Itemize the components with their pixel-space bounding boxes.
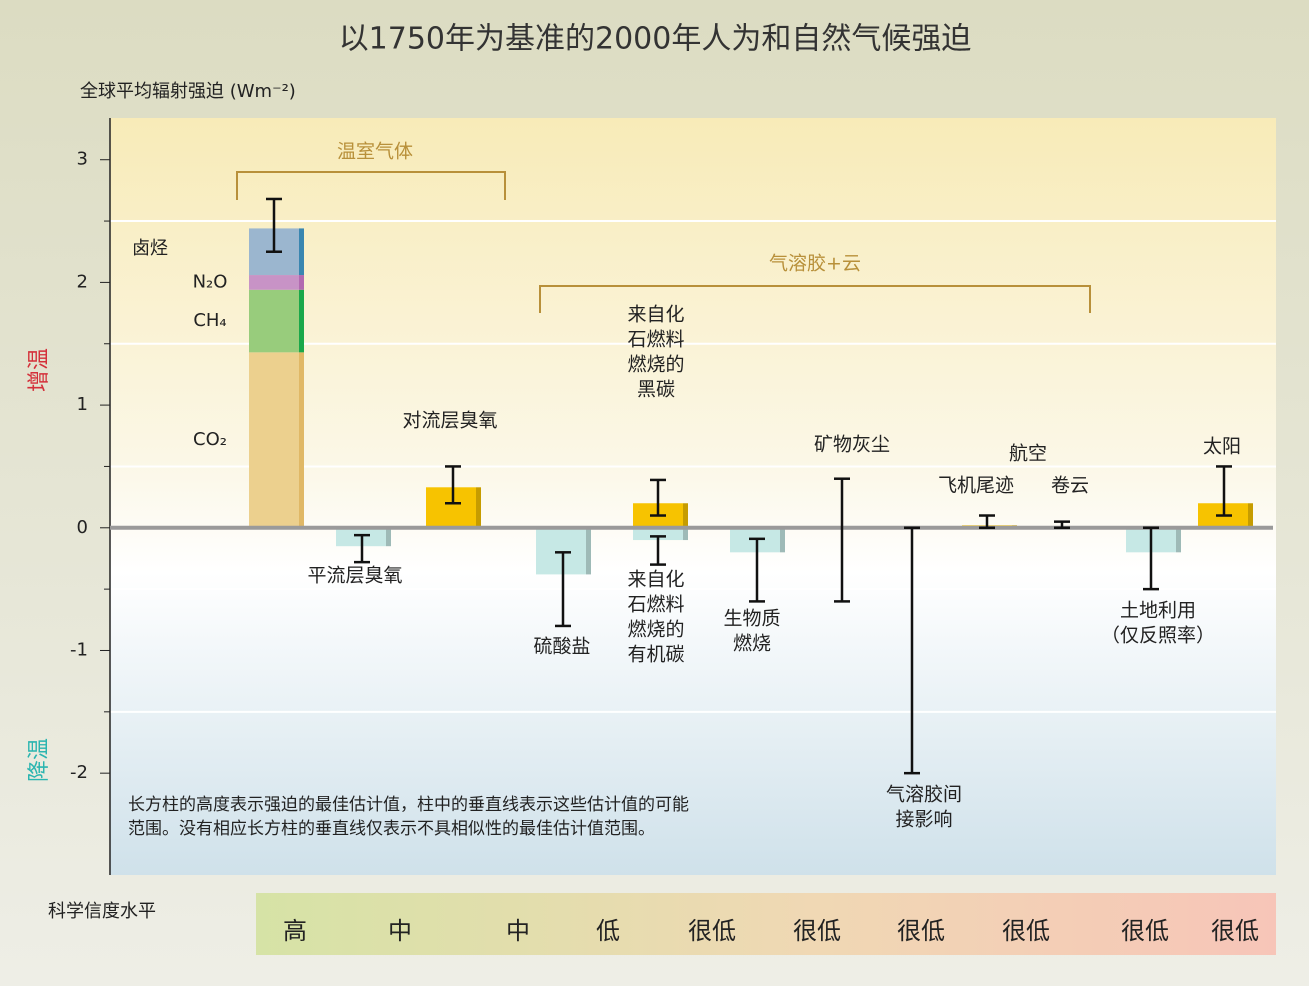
chart-title: 以1750年为基准的2000年人为和自然气候强迫 bbox=[339, 22, 972, 57]
category-label: 飞机尾迹 bbox=[938, 475, 1014, 497]
confidence-level: 高 bbox=[283, 917, 307, 945]
y-tick-label: 3 bbox=[77, 149, 88, 170]
group-label: 航空 bbox=[1009, 443, 1047, 465]
legend-label: CH₄ bbox=[193, 310, 226, 331]
category-label: 土地利用 bbox=[1120, 600, 1196, 622]
y-axis-label: 全球平均辐射强迫 (Wm⁻²) bbox=[80, 81, 296, 102]
warming-label: 增温 bbox=[27, 348, 52, 392]
category-label: （仅反照率） bbox=[1101, 625, 1215, 647]
category-label: 硫酸盐 bbox=[533, 636, 590, 658]
category-label: 石燃料 bbox=[627, 594, 684, 616]
category-label: 平流层臭氧 bbox=[307, 565, 402, 587]
category-label: 对流层臭氧 bbox=[402, 410, 497, 432]
note: 长方柱的高度表示强迫的最佳估计值，柱中的垂直线表示这些估计值的可能 bbox=[128, 795, 689, 815]
bar bbox=[426, 487, 476, 528]
category-label: 卷云 bbox=[1051, 475, 1089, 497]
cooling-label: 降温 bbox=[27, 738, 52, 782]
category-label: 燃烧 bbox=[733, 633, 771, 655]
group-label: 气溶胶+云 bbox=[769, 253, 861, 275]
bar-side bbox=[586, 527, 591, 575]
confidence-level: 中 bbox=[506, 917, 530, 945]
bar-side bbox=[1176, 527, 1181, 553]
bar-side bbox=[299, 275, 304, 290]
bar bbox=[249, 352, 299, 528]
category-label: 燃烧的 bbox=[627, 619, 684, 641]
bar-side bbox=[683, 503, 688, 528]
y-tick-label: -2 bbox=[70, 762, 88, 783]
bar-side bbox=[780, 527, 785, 553]
confidence-level: 中 bbox=[388, 917, 412, 945]
confidence-label: 科学信度水平 bbox=[48, 901, 156, 922]
y-tick-label: 0 bbox=[77, 517, 88, 538]
y-tick-label: 1 bbox=[77, 394, 88, 415]
category-label: 气溶胶间 bbox=[886, 784, 962, 806]
bar bbox=[249, 275, 299, 290]
bar-side bbox=[299, 228, 304, 276]
bar-side bbox=[299, 352, 304, 528]
bar bbox=[633, 527, 683, 541]
category-label: 矿物灰尘 bbox=[814, 434, 890, 456]
category-label: 来自化 bbox=[627, 569, 684, 591]
category-label: 太阳 bbox=[1203, 436, 1241, 458]
plot-area bbox=[110, 118, 1276, 875]
confidence-level: 很低 bbox=[1121, 917, 1169, 945]
confidence-level: 低 bbox=[596, 917, 620, 945]
y-tick-label: 2 bbox=[77, 271, 88, 292]
confidence-level: 很低 bbox=[793, 917, 841, 945]
legend-label: 卤烃 bbox=[132, 238, 168, 259]
bar-side bbox=[299, 289, 304, 353]
bar bbox=[249, 289, 299, 353]
bar-side bbox=[476, 487, 481, 528]
group-bracket bbox=[236, 171, 506, 200]
legend-label: CO₂ bbox=[193, 429, 227, 450]
y-tick-label: -1 bbox=[70, 639, 88, 660]
bar-side bbox=[683, 527, 688, 541]
group-bracket bbox=[539, 285, 1091, 313]
category-label: 来自化 bbox=[627, 304, 684, 326]
confidence-level: 很低 bbox=[1211, 917, 1259, 945]
confidence-level: 很低 bbox=[688, 917, 736, 945]
legend-label: N₂O bbox=[193, 271, 228, 292]
category-label: 生物质 bbox=[723, 608, 780, 630]
category-label: 燃烧的 bbox=[627, 354, 684, 376]
category-label: 接影响 bbox=[895, 809, 952, 831]
category-label: 石燃料 bbox=[627, 329, 684, 351]
note: 范围。没有相应长方柱的垂直线仅表示不具相似性的最佳估计值范围。 bbox=[128, 819, 655, 839]
category-label: 黑碳 bbox=[637, 379, 675, 401]
bar-side bbox=[1248, 503, 1253, 528]
category-label: 有机碳 bbox=[627, 644, 684, 666]
confidence-level: 很低 bbox=[1002, 917, 1050, 945]
confidence-band bbox=[256, 893, 1276, 955]
bar-side bbox=[386, 527, 391, 547]
confidence-level: 很低 bbox=[897, 917, 945, 945]
group-label: 温室气体 bbox=[337, 141, 413, 163]
